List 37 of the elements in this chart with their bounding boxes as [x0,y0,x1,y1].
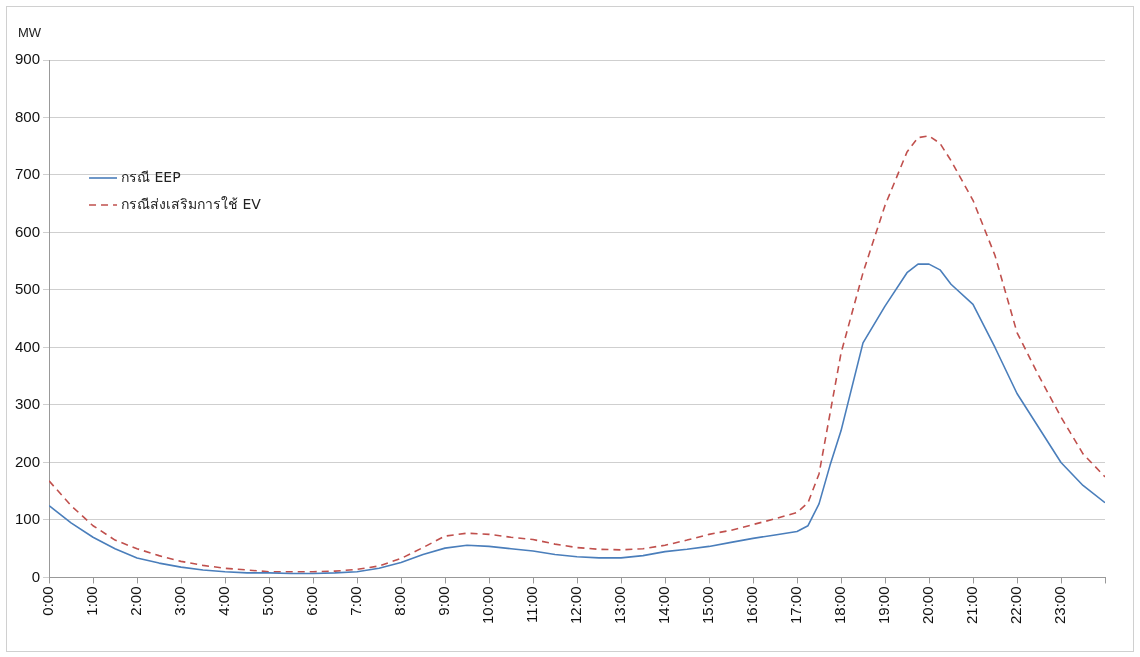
legend-label: กรณี EEP [121,168,181,185]
legend-label: กรณีส่งเสริมการใช้ EV [121,195,262,212]
x-tick-label: 5:00 [259,586,277,616]
x-tick-label: 6:00 [303,586,321,616]
x-tick-label: 21:00 [963,586,981,625]
x-tick-label: 3:00 [171,586,189,616]
y-tick-label: 700 [15,165,41,183]
x-tick-label: 4:00 [215,586,233,616]
x-tick-label: 14:00 [655,586,673,625]
x-tick-label: 8:00 [391,586,409,616]
y-tick-label: 200 [15,452,41,470]
x-tick-label: 22:00 [1007,586,1025,625]
x-tick-label: 1:00 [83,586,101,616]
y-tick-label: 900 [15,50,41,68]
y-axis-title: MW [18,25,42,41]
x-tick-label: 9:00 [435,586,453,616]
x-tick-label: 10:00 [479,586,497,625]
x-tick-label: 23:00 [1051,586,1069,625]
x-tick-label: 7:00 [347,586,365,616]
y-tick-label: 400 [15,337,41,355]
y-tick-label: 500 [15,280,41,298]
x-tick-label: 12:00 [567,586,585,625]
x-tick-label: 13:00 [611,586,629,625]
x-tick-label: 20:00 [919,586,937,625]
x-tick-label: 17:00 [787,586,805,625]
x-tick-label: 15:00 [699,586,717,625]
x-tick-label: 16:00 [743,586,761,625]
x-tick-label: 0:00 [39,586,57,616]
y-tick-label: 600 [15,222,41,240]
x-tick-label: 19:00 [875,586,893,625]
x-tick-label: 2:00 [127,586,145,616]
y-tick-label: 0 [31,567,41,585]
y-tick-label: 100 [15,510,41,528]
y-tick-label: 800 [15,107,41,125]
x-tick-label: 18:00 [831,586,849,625]
y-tick-label: 300 [15,395,41,413]
x-tick-label: 11:00 [523,586,541,623]
